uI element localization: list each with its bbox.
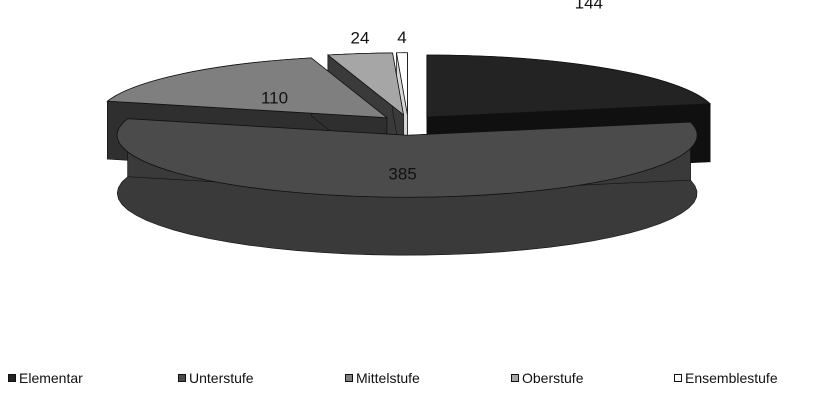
legend-item-mittelstufe: Mittelstufe bbox=[345, 370, 420, 386]
data-labels: 144 385 110 24 4 bbox=[261, 0, 603, 183]
legend-label-unterstufe: Unterstufe bbox=[189, 370, 254, 386]
data-label-unterstufe: 385 bbox=[388, 164, 416, 183]
legend-swatch-mittelstufe bbox=[345, 374, 353, 382]
pie-slices bbox=[106, 52, 712, 256]
legend-item-unterstufe: Unterstufe bbox=[178, 370, 254, 386]
legend-label-mittelstufe: Mittelstufe bbox=[356, 370, 420, 386]
legend-item-ensemblestufe: Ensemblestufe bbox=[674, 370, 778, 386]
legend-label-oberstufe: Oberstufe bbox=[522, 370, 584, 386]
data-label-ensemblestufe: 4 bbox=[397, 28, 406, 47]
legend-swatch-elementar bbox=[8, 374, 16, 382]
data-label-elementar: 144 bbox=[575, 0, 603, 13]
legend-item-elementar: Elementar bbox=[8, 370, 83, 386]
legend-label-ensemblestufe: Ensemblestufe bbox=[685, 370, 778, 386]
legend-label-elementar: Elementar bbox=[19, 370, 83, 386]
legend-swatch-oberstufe bbox=[511, 374, 519, 382]
legend-item-oberstufe: Oberstufe bbox=[511, 370, 583, 386]
pie-chart: 144 385 110 24 4 bbox=[106, 0, 712, 256]
legend-swatch-unterstufe bbox=[178, 374, 186, 382]
pie-slice-unterstufe bbox=[116, 118, 698, 256]
data-label-mittelstufe: 110 bbox=[261, 89, 288, 108]
legend: Elementar Unterstufe Mittelstufe Oberstu… bbox=[0, 370, 816, 392]
legend-swatch-ensemblestufe bbox=[674, 374, 682, 382]
data-label-oberstufe: 24 bbox=[351, 29, 370, 48]
